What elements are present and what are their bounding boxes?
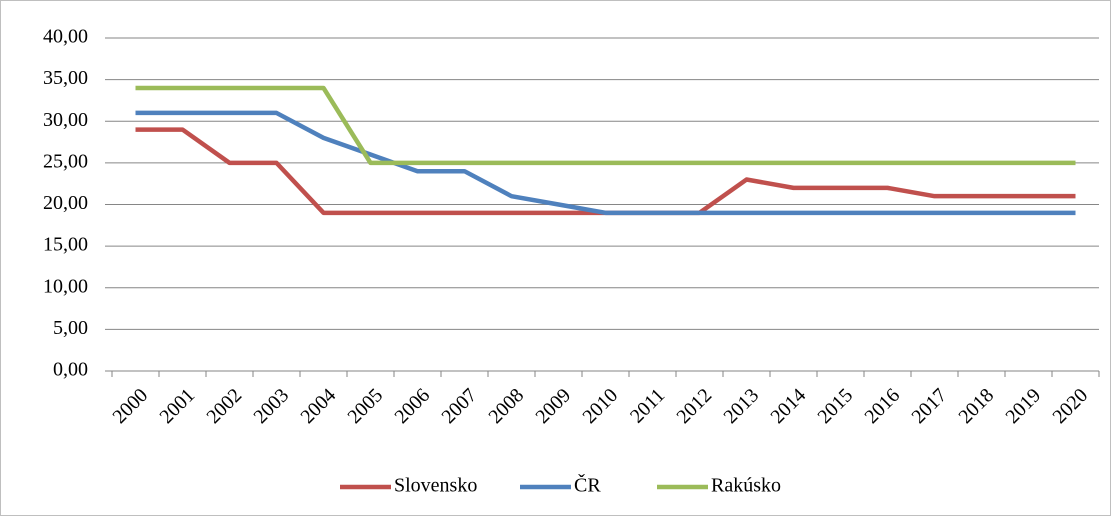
y-tick-label: 10,00 xyxy=(43,275,88,297)
y-tick-label: 30,00 xyxy=(43,109,88,131)
y-tick-label: 5,00 xyxy=(53,317,88,339)
y-tick-label: 15,00 xyxy=(43,234,88,256)
y-tick-label: 20,00 xyxy=(43,192,88,214)
y-tick-label: 25,00 xyxy=(43,150,88,172)
legend-label: ČR xyxy=(574,473,601,497)
y-tick-label: 40,00 xyxy=(43,26,88,48)
series-line xyxy=(135,85,1076,166)
series-line xyxy=(135,110,1076,216)
legend-label: Rakúsko xyxy=(711,475,781,497)
y-tick-label: 35,00 xyxy=(43,67,88,89)
legend-label: Slovensko xyxy=(394,475,477,497)
y-tick-label: 0,00 xyxy=(53,359,88,381)
